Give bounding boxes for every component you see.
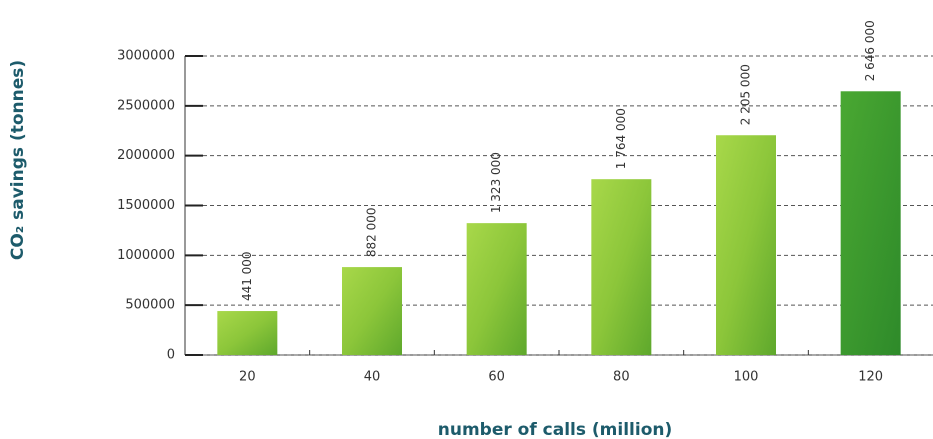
y-tick-label: 2000000 <box>117 148 175 163</box>
value-label: 441 000 <box>240 251 254 301</box>
y-axis-title: CO₂ savings (tonnes) <box>8 60 28 260</box>
x-tick-label: 60 <box>488 370 505 385</box>
y-tick-label: 0 <box>167 348 175 363</box>
x-tick-label: 20 <box>239 370 256 385</box>
x-tick-label: 80 <box>613 370 630 385</box>
y-tick-label: 2500000 <box>117 98 175 113</box>
bar <box>840 91 901 356</box>
value-label: 2 646 000 <box>863 20 877 81</box>
x-tick-label: 120 <box>858 370 883 385</box>
y-tick-label: 1500000 <box>117 198 175 213</box>
bar <box>591 179 652 355</box>
bar <box>342 267 402 355</box>
y-tick-label: 1000000 <box>117 248 175 263</box>
value-label: 1 764 000 <box>614 108 628 169</box>
x-tick-label: 40 <box>364 370 381 385</box>
value-label: 2 205 000 <box>739 64 753 125</box>
bar <box>716 135 776 355</box>
y-tick-label: 3000000 <box>117 49 175 64</box>
value-label: 1 323 000 <box>489 152 503 213</box>
y-tick-label: 500000 <box>125 298 175 313</box>
bar <box>217 311 278 355</box>
value-label: 882 000 <box>365 207 379 257</box>
x-tick-label: 100 <box>734 370 759 385</box>
x-axis-title: number of calls (million) <box>438 420 673 439</box>
bar <box>466 223 527 355</box>
